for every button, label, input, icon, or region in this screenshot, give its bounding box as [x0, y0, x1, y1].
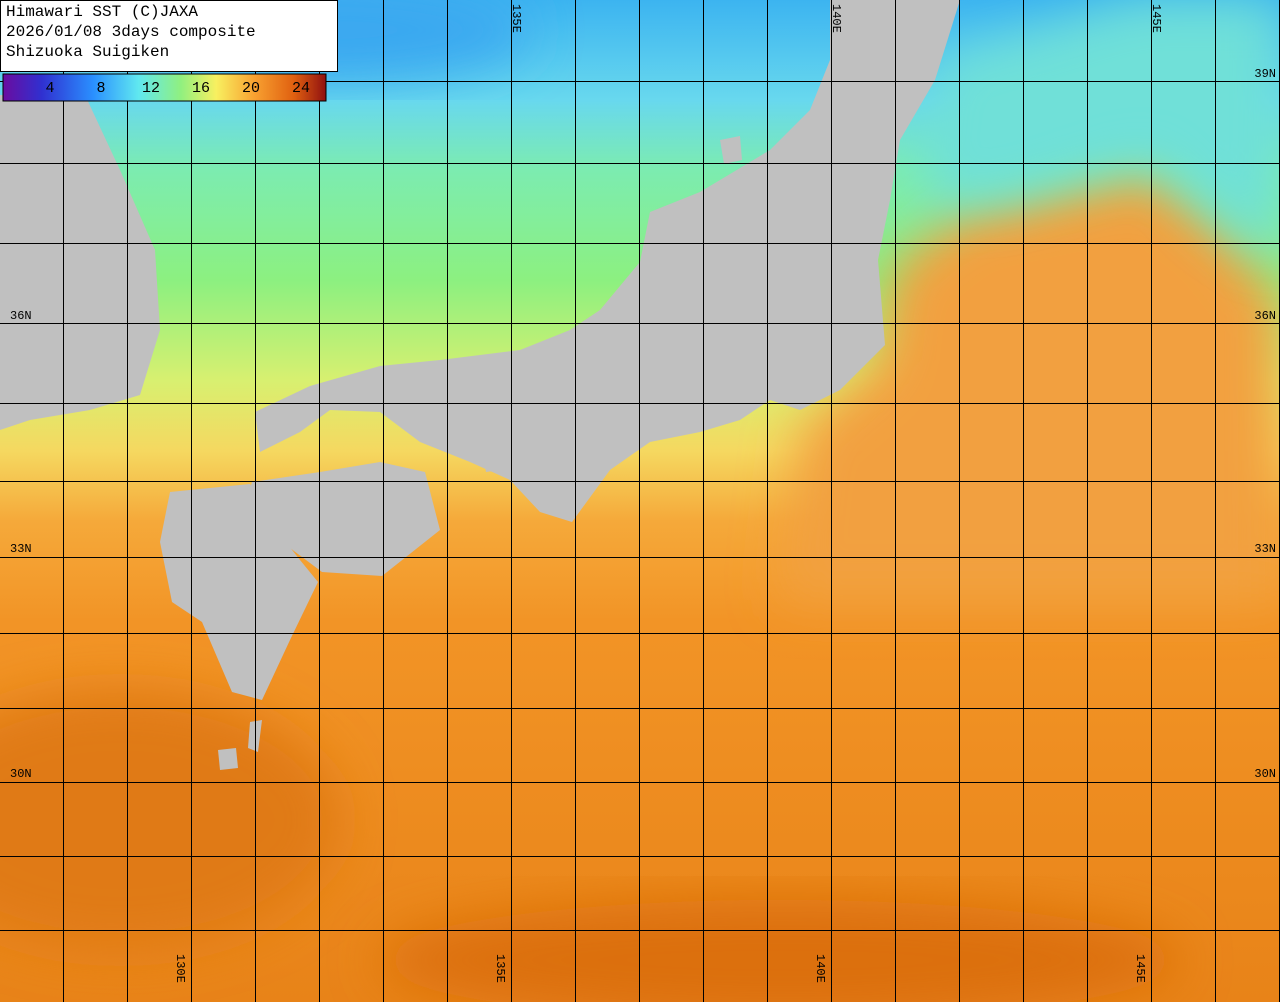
- korea: [0, 95, 160, 430]
- sado: [720, 136, 742, 164]
- longitude-label: 140E: [829, 4, 843, 33]
- longitude-label: 145E: [1149, 4, 1163, 33]
- colorbar-labels: 4 8 12 16 20 24: [45, 80, 310, 97]
- shikoku: [246, 462, 440, 576]
- latitude-label: 36N: [1254, 309, 1276, 323]
- longitude-label: 140E: [813, 954, 827, 983]
- honshu: [255, 0, 960, 522]
- grid-labels: 135E 140E 145E 130E 135E 140E 145E 36N 33N 30N 39N…: [10, 4, 1276, 983]
- title-line: 2026/01/08 3days composite: [6, 23, 256, 41]
- sea-warm-south: [380, 900, 1180, 1002]
- title-line: Shizuoka Suigiken: [6, 43, 169, 61]
- longitude-label: 145E: [1133, 954, 1147, 983]
- colorbar-label: 16: [192, 80, 210, 97]
- latitude-label: 36N: [10, 309, 32, 323]
- awaji: [480, 438, 500, 472]
- land: [0, 0, 960, 770]
- sea-cool-northeast: [920, 0, 1280, 260]
- colorbar-label: 8: [96, 80, 105, 97]
- colorbar-label: 12: [142, 80, 160, 97]
- sea-warm-southwest: [0, 690, 340, 950]
- latitude-label: 33N: [1254, 542, 1276, 556]
- colorbar: [2, 73, 327, 102]
- latitude-label: 33N: [10, 542, 32, 556]
- latitude-label: 30N: [1254, 767, 1276, 781]
- title-box: [0, 0, 338, 72]
- longitude-label: 135E: [509, 4, 523, 33]
- longitude-label: 130E: [173, 954, 187, 983]
- colorbar-label: 24: [292, 80, 310, 97]
- yakushima: [218, 748, 238, 770]
- latitude-label: 30N: [10, 767, 32, 781]
- sea-warm-east: [780, 175, 1280, 600]
- title-line: Himawari SST (C)JAXA: [6, 3, 198, 21]
- kyushu: [160, 484, 318, 700]
- colorbar-label: 20: [242, 80, 260, 97]
- latitude-label: 39N: [1254, 67, 1276, 81]
- colorbar-label: 4: [45, 80, 54, 97]
- longitude-label: 135E: [493, 954, 507, 983]
